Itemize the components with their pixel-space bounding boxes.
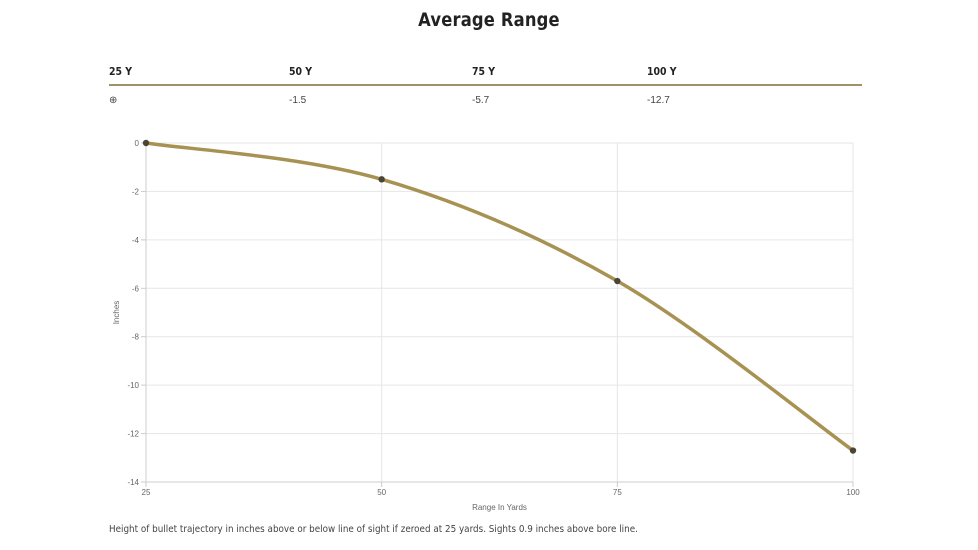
y-tick-label: -10 <box>127 381 139 390</box>
chart-title: Average Range <box>418 9 560 31</box>
chart-caption: Height of bullet trajectory in inches ab… <box>109 524 638 535</box>
trajectory-line <box>144 141 855 453</box>
x-axis-label: Range In Yards <box>472 503 527 512</box>
y-tick-label: -6 <box>132 284 140 293</box>
y-tick-label: -14 <box>127 478 139 487</box>
x-tick-label: 25 <box>142 488 151 497</box>
y-tick-label: -12 <box>127 430 139 439</box>
range-header-25: 25 Y <box>109 65 133 78</box>
x-tick-label: 75 <box>613 488 622 497</box>
range-table-row: ⊕ -1.5 -5.7 -12.7 <box>109 86 862 112</box>
y-tick-label: -4 <box>132 236 140 245</box>
data-point <box>849 447 857 454</box>
drop-value-75: -5.7 <box>472 95 490 106</box>
y-tick-label: 0 <box>135 139 140 148</box>
y-tick-label: -8 <box>132 333 140 342</box>
reticle-icon: ⊕ <box>109 95 118 106</box>
y-tick-label: -2 <box>132 187 140 196</box>
x-tick-label: 100 <box>846 488 860 497</box>
data-point <box>142 139 150 147</box>
range-header-100: 100 Y <box>647 65 677 78</box>
data-point <box>378 176 385 183</box>
range-header-50: 50 Y <box>289 65 313 78</box>
drop-value-100: -12.7 <box>647 95 670 106</box>
y-axis-label: Inches <box>112 301 121 325</box>
range-header-75: 75 Y <box>472 65 496 78</box>
data-point <box>614 277 621 285</box>
range-table: 25 Y 50 Y 75 Y 100 Y ⊕ -1.5 -5.7 -12.7 <box>109 60 862 112</box>
x-tick-label: 50 <box>377 488 386 497</box>
drop-value-50: -1.5 <box>289 95 307 106</box>
range-table-header: 25 Y 50 Y 75 Y 100 Y <box>109 60 862 86</box>
